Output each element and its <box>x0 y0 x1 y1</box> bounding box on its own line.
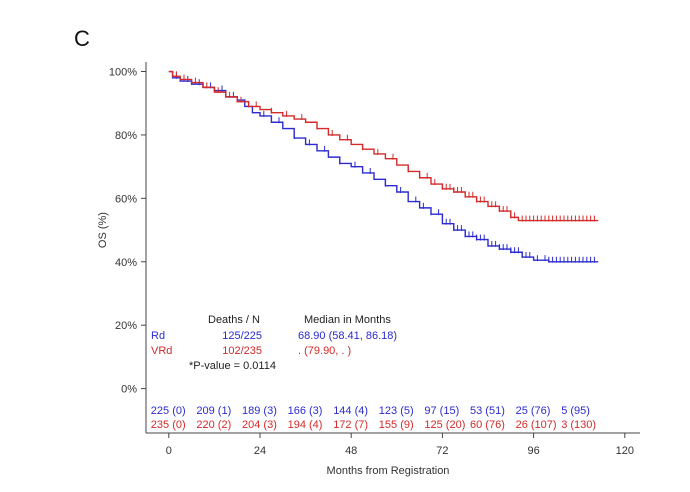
risk-vrd-value: 194 (4) <box>288 419 323 431</box>
y-tick-label: 100% <box>109 67 137 79</box>
risk-vrd-value: 26 (107) <box>516 419 557 431</box>
risk-rd-value: 5 (95) <box>561 405 590 417</box>
risk-vrd-value: 125 (20) <box>424 419 465 431</box>
risk-rd-value: 123 (5) <box>379 405 414 417</box>
risk-rd-value: 166 (3) <box>288 405 323 417</box>
x-tick-label: 48 <box>345 445 357 457</box>
y-tick-label: 80% <box>115 130 137 142</box>
legend-rd-deaths: 125/225 <box>222 330 262 342</box>
risk-vrd-value: 220 (2) <box>196 419 231 431</box>
x-tick-label: 72 <box>436 445 448 457</box>
risk-rd-value: 225 (0) <box>151 405 186 417</box>
x-tick-label: 96 <box>527 445 539 457</box>
series-rd-curve <box>168 70 599 263</box>
legend-rd-name: Rd <box>151 330 165 342</box>
x-tick-label: 120 <box>616 445 634 457</box>
risk-rd-value: 97 (15) <box>424 405 459 417</box>
legend-vrd-name: VRd <box>151 345 172 357</box>
panel-label: C <box>74 26 90 51</box>
y-tick-label: 0% <box>121 384 137 396</box>
risk-vrd-value: 172 (7) <box>333 419 368 431</box>
legend-rd-median: 68.90 (58.41, 86.18) <box>298 330 397 342</box>
legend-header-median: Median in Months <box>304 314 391 326</box>
legend-vrd-median: . (79.90, . ) <box>298 345 351 357</box>
y-tick-label: 60% <box>115 193 137 205</box>
risk-vrd-value: 155 (9) <box>379 419 414 431</box>
x-tick-label: 0 <box>166 445 172 457</box>
legend-header-deaths: Deaths / N <box>208 314 260 326</box>
risk-rd-value: 53 (51) <box>470 405 505 417</box>
risk-rd-value: 189 (3) <box>242 405 277 417</box>
x-tick-label: 24 <box>254 445 266 457</box>
risk-vrd-value: 3 (130) <box>561 419 596 431</box>
risk-vrd-value: 235 (0) <box>151 419 186 431</box>
legend-vrd-deaths: 102/235 <box>222 345 262 357</box>
risk-vrd-value: 60 (76) <box>470 419 505 431</box>
x-axis-title: Months from Registration <box>327 465 450 477</box>
y-tick-label: 40% <box>115 257 137 269</box>
y-axis-title: OS (%) <box>97 212 109 248</box>
risk-vrd-value: 204 (3) <box>242 419 277 431</box>
risk-rd-value: 25 (76) <box>516 405 551 417</box>
y-tick-label: 20% <box>115 320 137 332</box>
legend-pvalue: *P-value = 0.0114 <box>189 360 276 372</box>
risk-rd-value: 144 (4) <box>333 405 368 417</box>
risk-rd-value: 209 (1) <box>196 405 231 417</box>
